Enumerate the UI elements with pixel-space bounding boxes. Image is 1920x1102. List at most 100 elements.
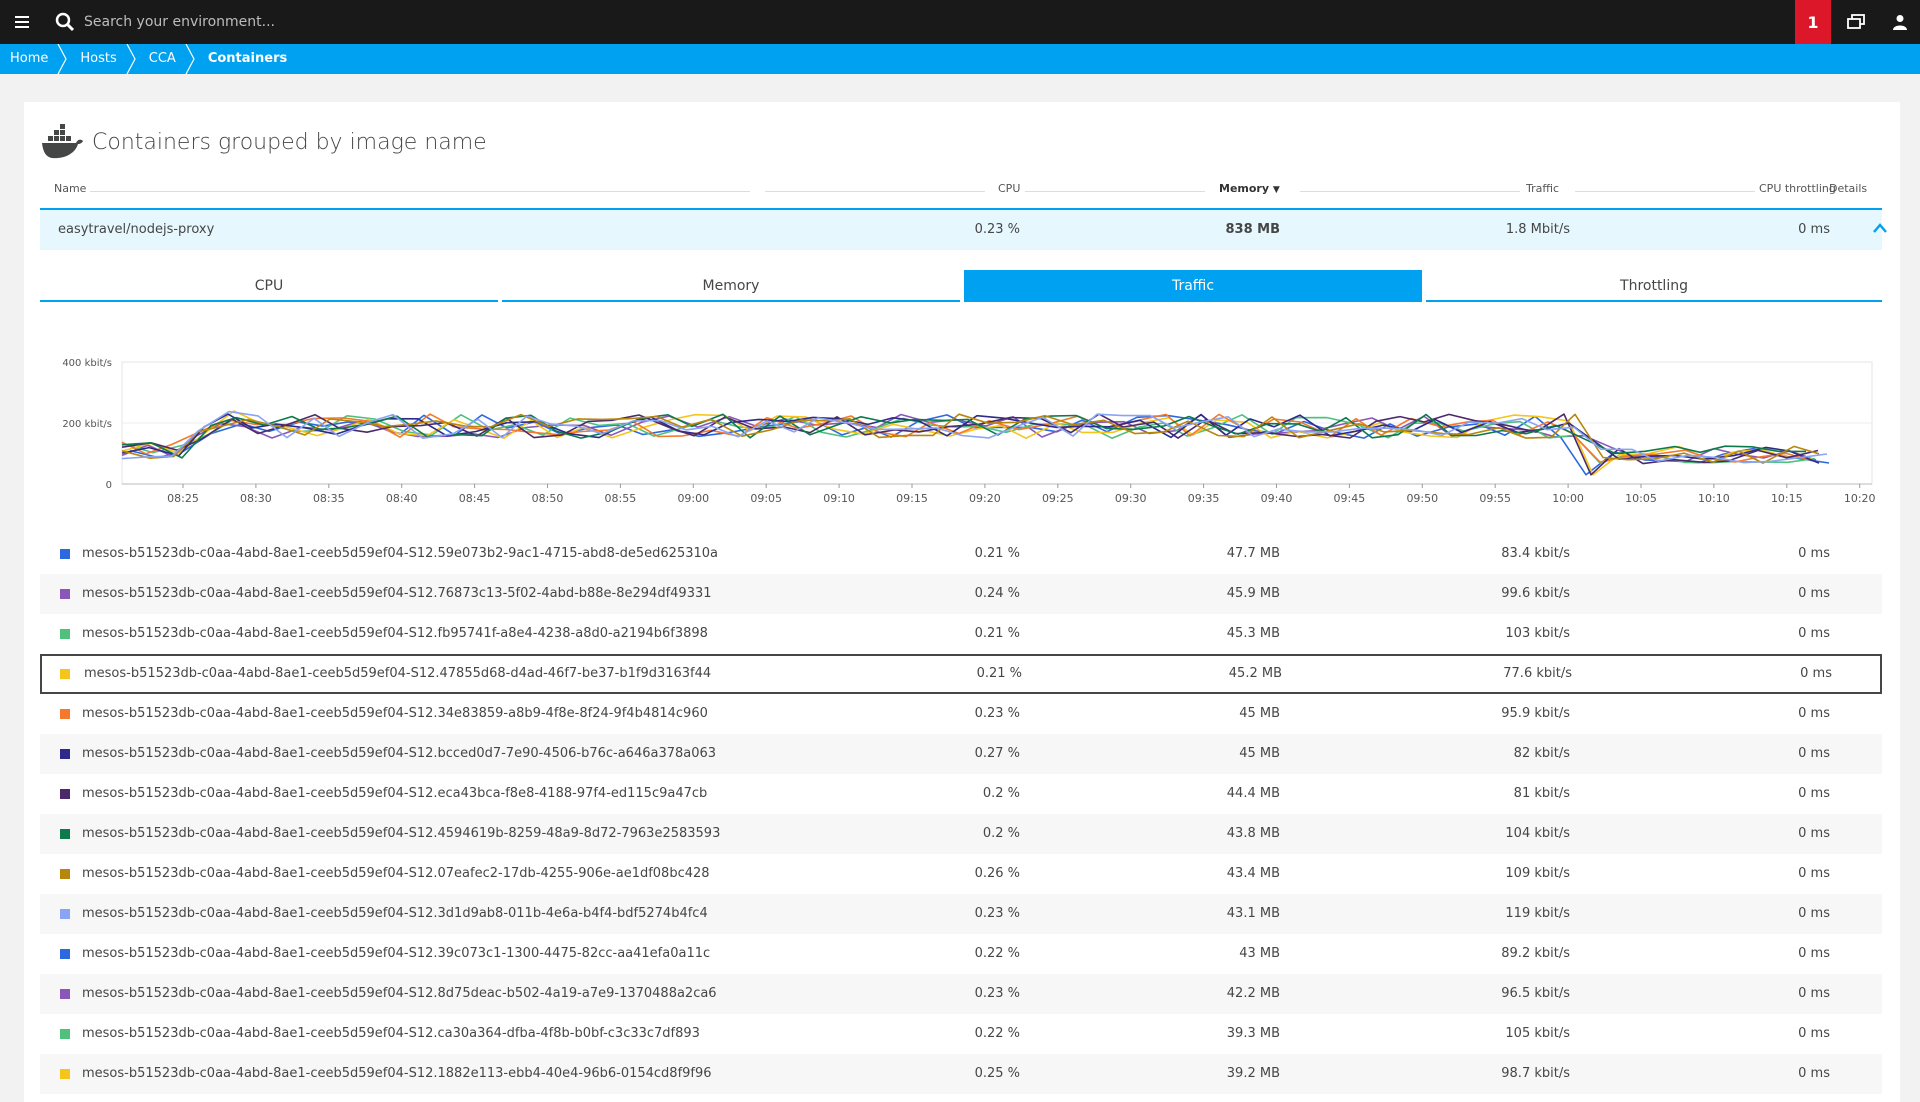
container-row[interactable]: mesos-b51523db-c0aa-4abd-8ae1-ceeb5d59ef… bbox=[40, 814, 1882, 854]
container-throttling: 0 ms bbox=[1800, 666, 1832, 681]
container-throttling: 0 ms bbox=[1798, 986, 1830, 1001]
column-header-traffic[interactable]: Traffic bbox=[1526, 182, 1560, 195]
container-cpu: 0.2 % bbox=[982, 826, 1020, 841]
column-header-name[interactable]: Name bbox=[54, 182, 87, 195]
user-icon bbox=[1893, 15, 1907, 30]
breadcrumb: Home Hosts CCA Containers bbox=[0, 44, 1920, 74]
container-cpu: 0.21 % bbox=[974, 626, 1020, 641]
x-tick-label: 09:00 bbox=[677, 492, 709, 505]
y-tick-label: 0 bbox=[106, 480, 112, 491]
container-traffic: 99.6 kbit/s bbox=[1501, 586, 1570, 601]
container-row[interactable]: mesos-b51523db-c0aa-4abd-8ae1-ceeb5d59ef… bbox=[40, 1054, 1882, 1094]
header-divider bbox=[1025, 191, 1205, 192]
column-header-cpu[interactable]: CPU bbox=[998, 182, 1021, 195]
container-memory: 45.2 MB bbox=[1228, 666, 1282, 681]
x-tick-label: 08:30 bbox=[240, 492, 272, 505]
container-cpu: 0.25 % bbox=[974, 1066, 1020, 1081]
column-header-memory[interactable]: Memory ▼ bbox=[1219, 182, 1280, 195]
container-traffic: 119 kbit/s bbox=[1505, 906, 1570, 921]
x-tick-label: 09:45 bbox=[1334, 492, 1366, 505]
tab-cpu[interactable]: CPU bbox=[40, 270, 498, 302]
container-traffic: 103 kbit/s bbox=[1505, 626, 1570, 641]
x-tick-label: 08:40 bbox=[386, 492, 418, 505]
container-row[interactable]: mesos-b51523db-c0aa-4abd-8ae1-ceeb5d59ef… bbox=[40, 734, 1882, 774]
series-color-swatch bbox=[60, 909, 70, 919]
series-line bbox=[121, 413, 1807, 459]
container-row[interactable]: mesos-b51523db-c0aa-4abd-8ae1-ceeb5d59ef… bbox=[40, 654, 1882, 694]
container-memory: 43.8 MB bbox=[1226, 826, 1280, 841]
hamburger-menu-button[interactable] bbox=[0, 0, 44, 44]
container-memory: 43.4 MB bbox=[1226, 866, 1280, 881]
container-row[interactable]: mesos-b51523db-c0aa-4abd-8ae1-ceeb5d59ef… bbox=[40, 974, 1882, 1014]
container-cpu: 0.23 % bbox=[974, 986, 1020, 1001]
breadcrumb-label: Hosts bbox=[80, 51, 117, 66]
breadcrumb-home[interactable]: Home bbox=[0, 44, 68, 74]
container-throttling: 0 ms bbox=[1798, 946, 1830, 961]
user-menu-button[interactable] bbox=[1880, 0, 1920, 44]
x-tick-label: 09:25 bbox=[1042, 492, 1074, 505]
container-row[interactable]: mesos-b51523db-c0aa-4abd-8ae1-ceeb5d59ef… bbox=[40, 934, 1882, 974]
container-traffic: 83.4 kbit/s bbox=[1501, 546, 1570, 561]
windows-button[interactable] bbox=[1836, 0, 1876, 44]
tab-throttling[interactable]: Throttling bbox=[1426, 270, 1882, 302]
container-cpu: 0.21 % bbox=[976, 666, 1022, 681]
x-tick-label: 08:25 bbox=[167, 492, 199, 505]
breadcrumb-containers[interactable]: Containers bbox=[196, 44, 307, 74]
container-name: mesos-b51523db-c0aa-4abd-8ae1-ceeb5d59ef… bbox=[84, 666, 712, 681]
container-name: mesos-b51523db-c0aa-4abd-8ae1-ceeb5d59ef… bbox=[82, 586, 712, 601]
container-cpu: 0.22 % bbox=[974, 946, 1020, 961]
column-header-throttling[interactable]: CPU throttling bbox=[1759, 182, 1836, 195]
container-cpu: 0.22 % bbox=[974, 1026, 1020, 1041]
container-name: mesos-b51523db-c0aa-4abd-8ae1-ceeb5d59ef… bbox=[82, 706, 708, 721]
container-traffic: 105 kbit/s bbox=[1505, 1026, 1570, 1041]
table-header: Name CPU Memory ▼ Traffic CPU throttling… bbox=[40, 178, 1882, 198]
container-memory: 45.9 MB bbox=[1226, 586, 1280, 601]
container-name: mesos-b51523db-c0aa-4abd-8ae1-ceeb5d59ef… bbox=[82, 626, 708, 641]
series-color-swatch bbox=[60, 669, 70, 679]
container-traffic: 77.6 kbit/s bbox=[1503, 666, 1572, 681]
container-row[interactable]: mesos-b51523db-c0aa-4abd-8ae1-ceeb5d59ef… bbox=[40, 574, 1882, 614]
container-row[interactable]: mesos-b51523db-c0aa-4abd-8ae1-ceeb5d59ef… bbox=[40, 854, 1882, 894]
container-row[interactable]: mesos-b51523db-c0aa-4abd-8ae1-ceeb5d59ef… bbox=[40, 894, 1882, 934]
container-name: mesos-b51523db-c0aa-4abd-8ae1-ceeb5d59ef… bbox=[82, 1026, 700, 1041]
metric-tabs: CPU Memory Traffic Throttling bbox=[40, 270, 1882, 302]
container-row[interactable]: mesos-b51523db-c0aa-4abd-8ae1-ceeb5d59ef… bbox=[40, 1014, 1882, 1054]
series-line bbox=[121, 413, 1819, 476]
container-throttling: 0 ms bbox=[1798, 826, 1830, 841]
breadcrumb-label: Home bbox=[10, 51, 49, 66]
x-tick-label: 10:15 bbox=[1771, 492, 1803, 505]
series-line bbox=[121, 410, 1813, 476]
container-cpu: 0.21 % bbox=[974, 546, 1020, 561]
tab-memory[interactable]: Memory bbox=[502, 270, 960, 302]
container-cpu: 0.27 % bbox=[974, 746, 1020, 761]
container-list: mesos-b51523db-c0aa-4abd-8ae1-ceeb5d59ef… bbox=[40, 534, 1882, 1094]
header-divider bbox=[1300, 191, 1520, 192]
container-row[interactable]: mesos-b51523db-c0aa-4abd-8ae1-ceeb5d59ef… bbox=[40, 694, 1882, 734]
breadcrumb-hosts[interactable]: Hosts bbox=[68, 44, 136, 74]
container-throttling: 0 ms bbox=[1798, 1066, 1830, 1081]
series-color-swatch bbox=[60, 1029, 70, 1039]
problem-count-button[interactable]: 1 bbox=[1795, 0, 1831, 44]
x-tick-label: 10:05 bbox=[1625, 492, 1657, 505]
series-color-swatch bbox=[60, 589, 70, 599]
series-line bbox=[121, 413, 1820, 464]
container-memory: 47.7 MB bbox=[1226, 546, 1280, 561]
container-throttling: 0 ms bbox=[1798, 866, 1830, 881]
chevron-up-icon[interactable] bbox=[1872, 222, 1888, 234]
breadcrumb-cca[interactable]: CCA bbox=[137, 44, 196, 74]
image-group-row[interactable]: easytravel/nodejs-proxy 0.23 % 838 MB 1.… bbox=[40, 208, 1887, 250]
column-header-details: Details bbox=[1829, 182, 1868, 195]
container-cpu: 0.24 % bbox=[974, 586, 1020, 601]
container-throttling: 0 ms bbox=[1798, 706, 1830, 721]
container-row[interactable]: mesos-b51523db-c0aa-4abd-8ae1-ceeb5d59ef… bbox=[40, 534, 1882, 574]
container-row[interactable]: mesos-b51523db-c0aa-4abd-8ae1-ceeb5d59ef… bbox=[40, 774, 1882, 814]
container-name: mesos-b51523db-c0aa-4abd-8ae1-ceeb5d59ef… bbox=[82, 1066, 712, 1081]
container-row[interactable]: mesos-b51523db-c0aa-4abd-8ae1-ceeb5d59ef… bbox=[40, 614, 1882, 654]
search-input[interactable] bbox=[84, 8, 784, 36]
container-throttling: 0 ms bbox=[1798, 1026, 1830, 1041]
hamburger-icon bbox=[15, 16, 29, 28]
container-traffic: 82 kbit/s bbox=[1513, 746, 1570, 761]
x-tick-label: 09:15 bbox=[896, 492, 928, 505]
tab-traffic[interactable]: Traffic bbox=[964, 270, 1422, 302]
container-name: mesos-b51523db-c0aa-4abd-8ae1-ceeb5d59ef… bbox=[82, 546, 719, 561]
